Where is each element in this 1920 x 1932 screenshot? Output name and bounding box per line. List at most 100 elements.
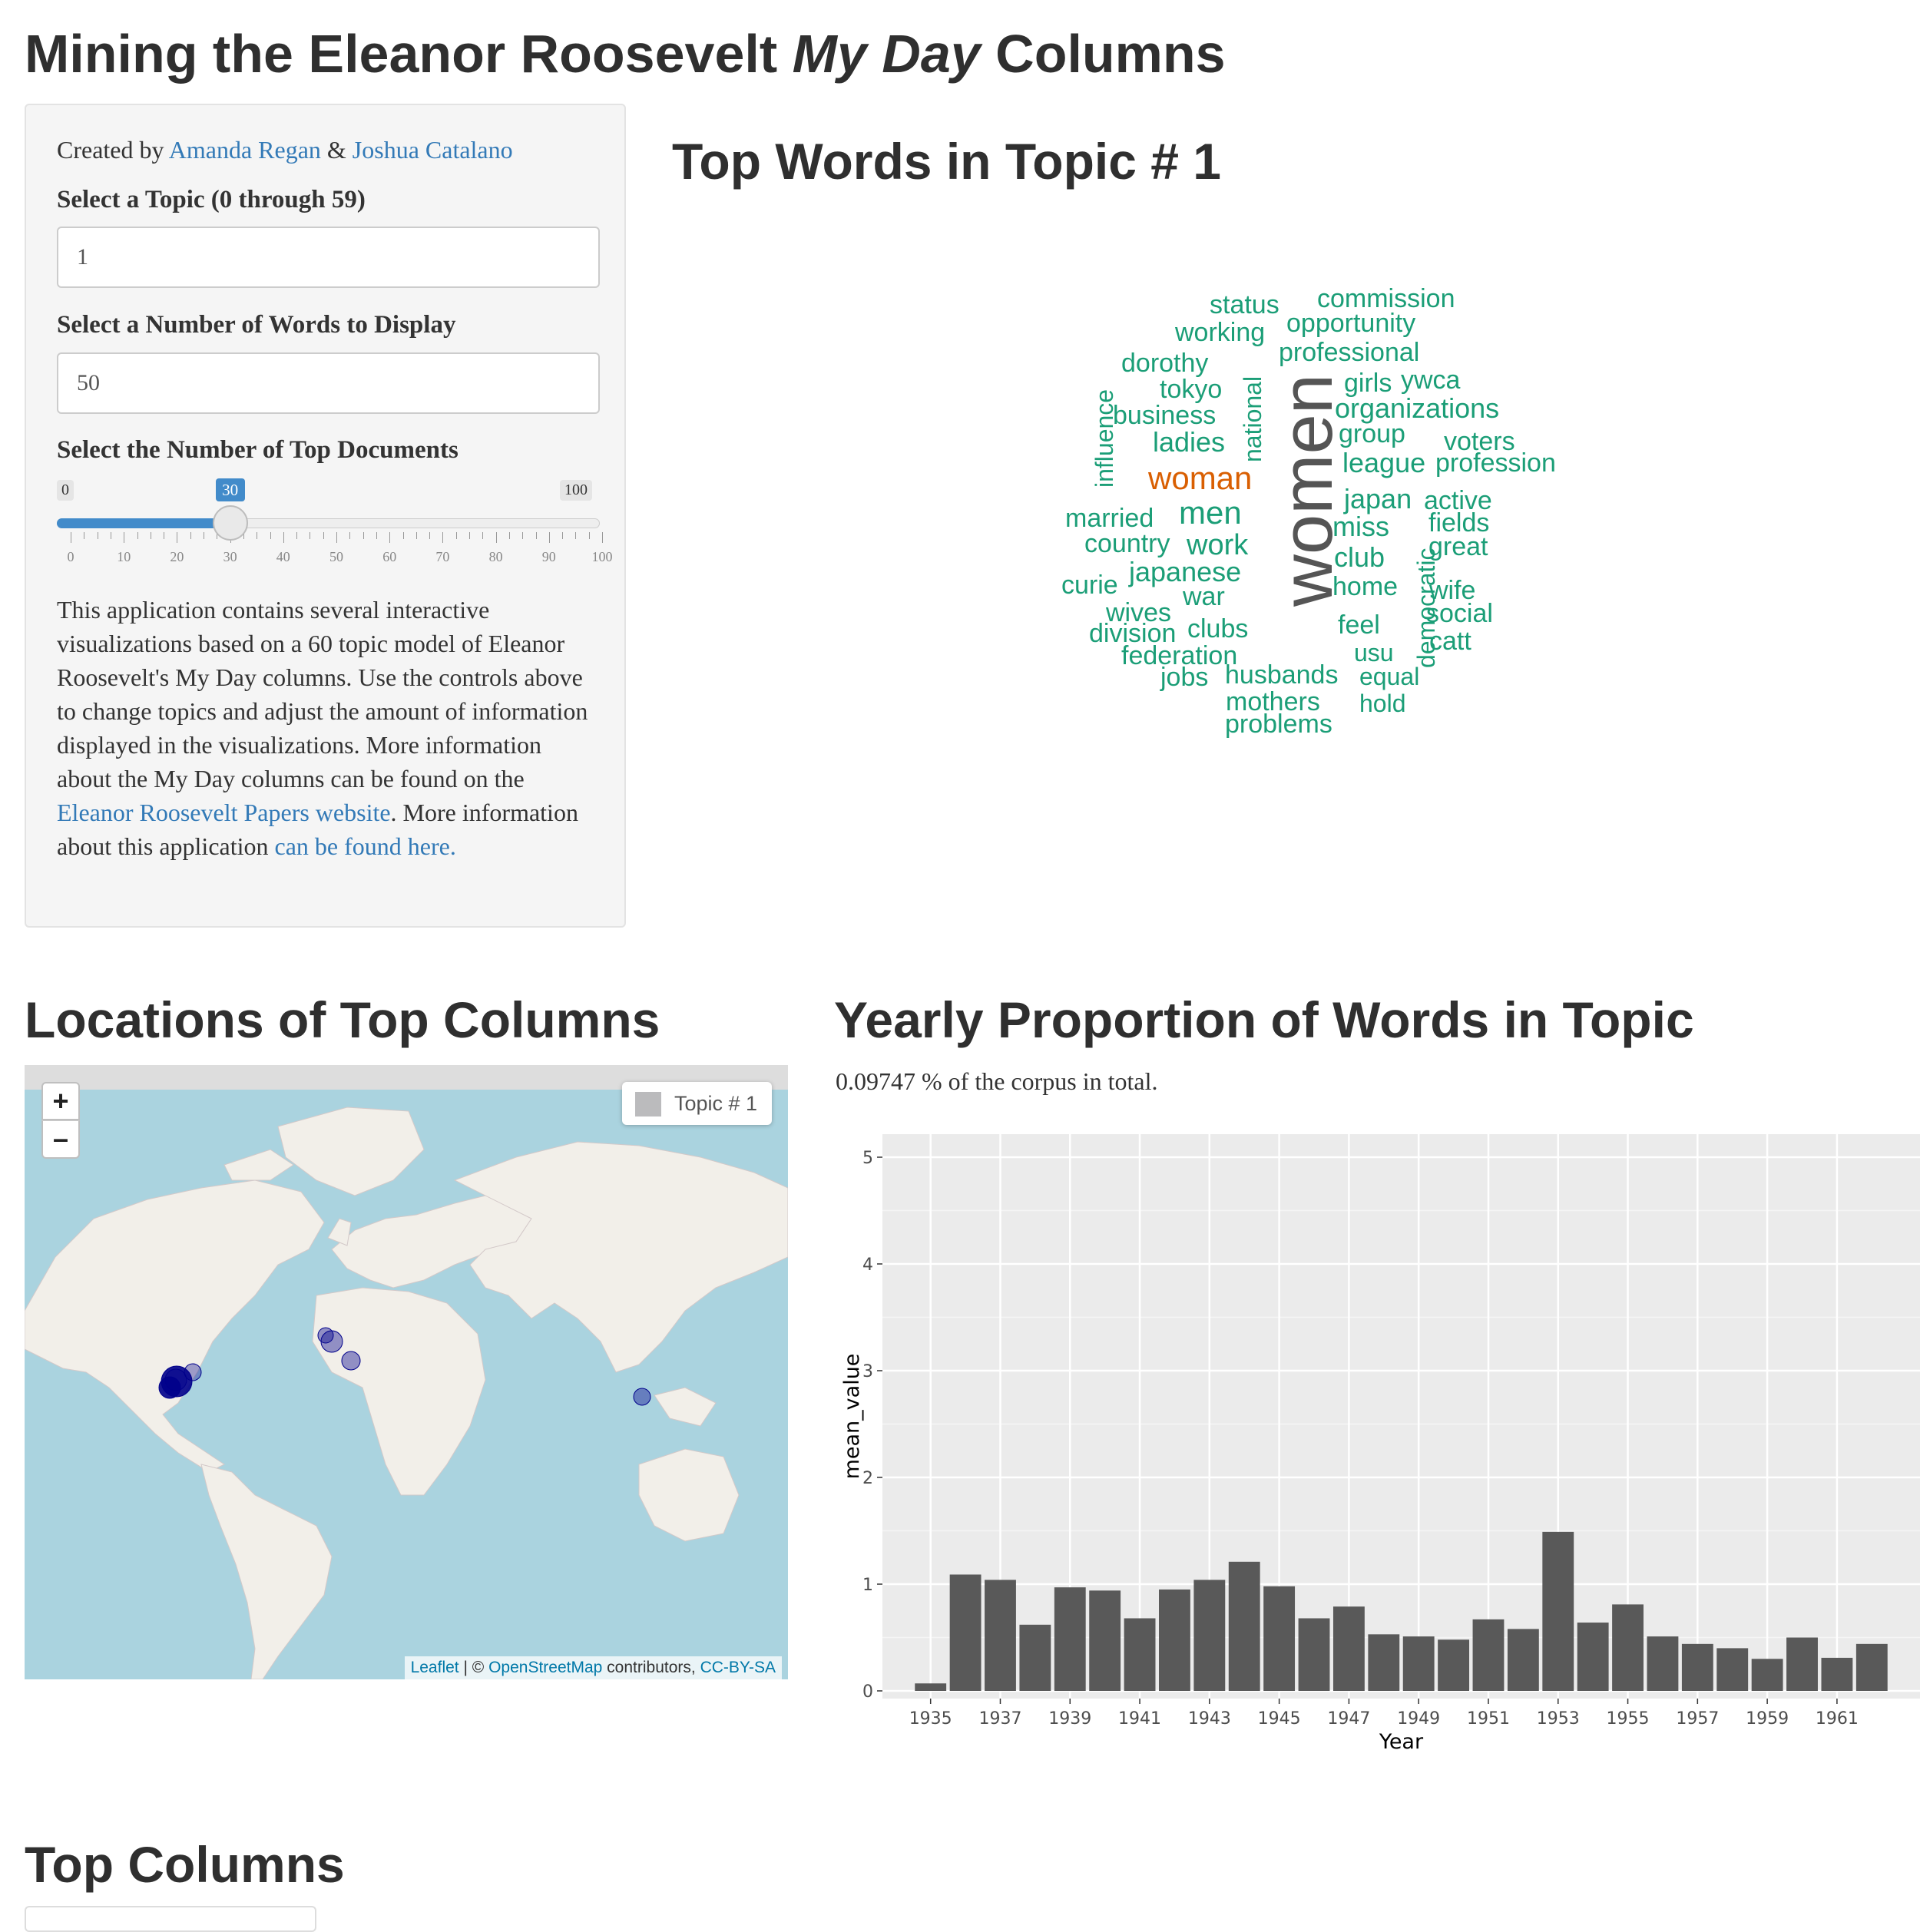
slider-tick-label: 80 <box>488 549 503 564</box>
legend-swatch <box>635 1092 661 1117</box>
legend-label: Topic # 1 <box>674 1092 758 1115</box>
bar-1948 <box>1368 1634 1400 1691</box>
x-tick-label: 1943 <box>1188 1709 1231 1729</box>
bar-1943 <box>1193 1580 1226 1691</box>
title-suffix: Columns <box>995 24 1226 84</box>
wordcloud-word: status <box>1210 290 1279 319</box>
documents-slider-handle[interactable] <box>212 505 248 541</box>
slider-tick <box>482 532 484 539</box>
slider-tick <box>137 532 138 539</box>
title-prefix: Mining the Eleanor Roosevelt <box>25 24 778 84</box>
world-map-basemap <box>25 1065 788 1679</box>
wordcloud-word: feel <box>1338 610 1380 640</box>
credits: Created by Amanda Regan & Joshua Catalan… <box>57 136 513 164</box>
bar-1954 <box>1577 1623 1609 1691</box>
slider-tick <box>323 532 324 539</box>
slider-tick-label: 10 <box>117 549 131 564</box>
slider-tick <box>376 532 377 539</box>
wordcloud-word: jobs <box>1160 663 1209 692</box>
x-tick-label: 1961 <box>1816 1709 1859 1729</box>
wordcloud-word: curie <box>1061 571 1118 600</box>
wordcloud-word: married <box>1065 504 1154 533</box>
bar-1937 <box>985 1580 1016 1691</box>
slider-tick-label: 60 <box>382 549 397 564</box>
bar-1962 <box>1855 1643 1888 1691</box>
bar-1940 <box>1089 1590 1121 1691</box>
words-count-input[interactable] <box>57 352 600 414</box>
topic-select-label: Select a Topic (0 through 59) <box>57 186 366 213</box>
wordcloud-word: usu <box>1354 639 1394 667</box>
wordcloud-word: clubs <box>1187 614 1249 643</box>
slider-min-label: 0 <box>57 480 74 501</box>
x-tick-label: 1939 <box>1048 1709 1091 1729</box>
wordcloud-word: girls <box>1344 369 1392 398</box>
bar-1949 <box>1402 1636 1435 1691</box>
more-info-link[interactable]: can be found here. <box>274 832 456 860</box>
wordcloud-word: work <box>1187 529 1249 561</box>
bar-1945 <box>1263 1586 1296 1691</box>
wordcloud-word: problems <box>1225 710 1332 739</box>
bar-1955 <box>1612 1604 1644 1691</box>
wordcloud-word: fields <box>1428 508 1490 538</box>
bar-1959 <box>1751 1659 1783 1691</box>
wordcloud-word: mothers <box>1226 687 1320 716</box>
map-legend: Topic # 1 <box>622 1082 772 1125</box>
author-link-catalano[interactable]: Joshua Catalano <box>352 136 513 164</box>
wordcloud-word: working <box>1175 318 1266 347</box>
wordcloud-word: business <box>1113 401 1217 430</box>
wordcloud-word: home <box>1332 572 1399 601</box>
wordcloud-word: voters <box>1444 427 1515 456</box>
wordcloud-word: wives <box>1106 598 1172 627</box>
slider-tick <box>455 532 457 539</box>
roosevelt-papers-link[interactable]: Eleanor Roosevelt Papers website <box>57 799 391 826</box>
x-tick-label: 1959 <box>1746 1709 1789 1729</box>
y-tick-label: 1 <box>862 1576 873 1595</box>
leaflet-link[interactable]: Leaflet <box>410 1659 459 1676</box>
slider-tick <box>362 532 364 539</box>
yearly-bar-chart: 0 1 2 3 4 5 1935 1937 1939 1941 1943 1945 1947 1949 19… <box>840 1134 1920 1754</box>
bar-1946 <box>1298 1618 1330 1691</box>
ampersand: & <box>326 136 346 164</box>
wordcloud-word: ladies <box>1153 426 1226 458</box>
zoom-in-button[interactable]: + <box>41 1082 80 1120</box>
slider-tick <box>469 532 470 539</box>
slider-tick <box>336 532 337 543</box>
slider-tick-label: 40 <box>276 549 290 564</box>
wordcloud-word: men <box>1179 495 1242 531</box>
slider-tick-label: 30 <box>223 549 237 564</box>
locations-map[interactable]: + – Topic # 1 Leaflet | © OpenStreetMap … <box>25 1065 788 1679</box>
wordcloud-word: husbands <box>1225 660 1339 690</box>
yearly-heading: Yearly Proportion of Words in Topic <box>834 991 1694 1048</box>
x-tick-label: 1937 <box>978 1709 1021 1729</box>
osm-link[interactable]: OpenStreetMap <box>488 1659 603 1676</box>
wordcloud-word: hold <box>1359 690 1406 717</box>
wordcloud-word: ywca <box>1401 366 1461 395</box>
y-tick-label: 5 <box>862 1149 873 1168</box>
topic-input[interactable] <box>57 227 600 288</box>
bar-1957 <box>1681 1643 1713 1691</box>
x-tick-label: 1949 <box>1397 1709 1440 1729</box>
bar-1935 <box>915 1683 947 1691</box>
wordcloud-word: miss <box>1332 511 1389 542</box>
x-tick-label: 1955 <box>1607 1709 1650 1729</box>
wordcloud-word: social <box>1426 599 1493 628</box>
x-tick-label: 1941 <box>1118 1709 1161 1729</box>
bar-1936 <box>949 1574 982 1691</box>
wordcloud-word: war <box>1183 582 1225 611</box>
wordcloud-word: woman <box>1148 460 1253 496</box>
slider-tick <box>402 532 404 539</box>
slider-tick <box>415 532 417 539</box>
license-link[interactable]: CC-BY-SA <box>700 1659 776 1676</box>
slider-tick <box>508 532 510 539</box>
zoom-out-button[interactable]: – <box>41 1120 80 1159</box>
top-columns-heading: Top Columns <box>25 1836 345 1893</box>
bar-1953 <box>1542 1531 1574 1691</box>
wordcloud-word: wife <box>1429 576 1476 605</box>
author-link-regan[interactable]: Amanda Regan <box>168 136 321 164</box>
words-select-label: Select a Number of Words to Display <box>57 311 456 339</box>
slider-tick <box>243 532 244 539</box>
bar-1941 <box>1124 1618 1156 1691</box>
wordcloud-word: japan <box>1344 483 1412 514</box>
slider-tick-label: 20 <box>170 549 184 564</box>
wordcloud-word: country <box>1084 529 1170 558</box>
